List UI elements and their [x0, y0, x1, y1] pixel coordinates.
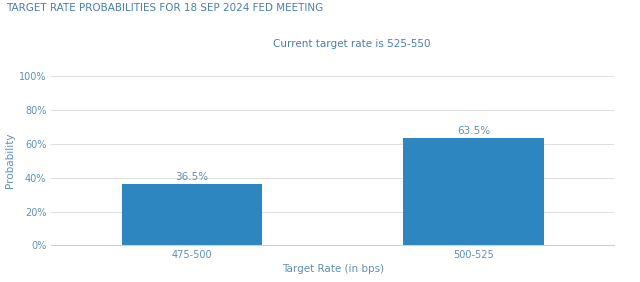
Text: Current target rate is 525-550: Current target rate is 525-550 [273, 39, 431, 49]
Bar [122, 184, 262, 245]
Y-axis label: Probability: Probability [4, 133, 15, 188]
Bar [403, 138, 544, 245]
Text: 36.5%: 36.5% [175, 171, 209, 182]
X-axis label: Target Rate (in bps): Target Rate (in bps) [282, 264, 384, 274]
Text: 63.5%: 63.5% [457, 126, 490, 136]
Text: TARGET RATE PROBABILITIES FOR 18 SEP 2024 FED MEETING: TARGET RATE PROBABILITIES FOR 18 SEP 202… [6, 3, 324, 13]
